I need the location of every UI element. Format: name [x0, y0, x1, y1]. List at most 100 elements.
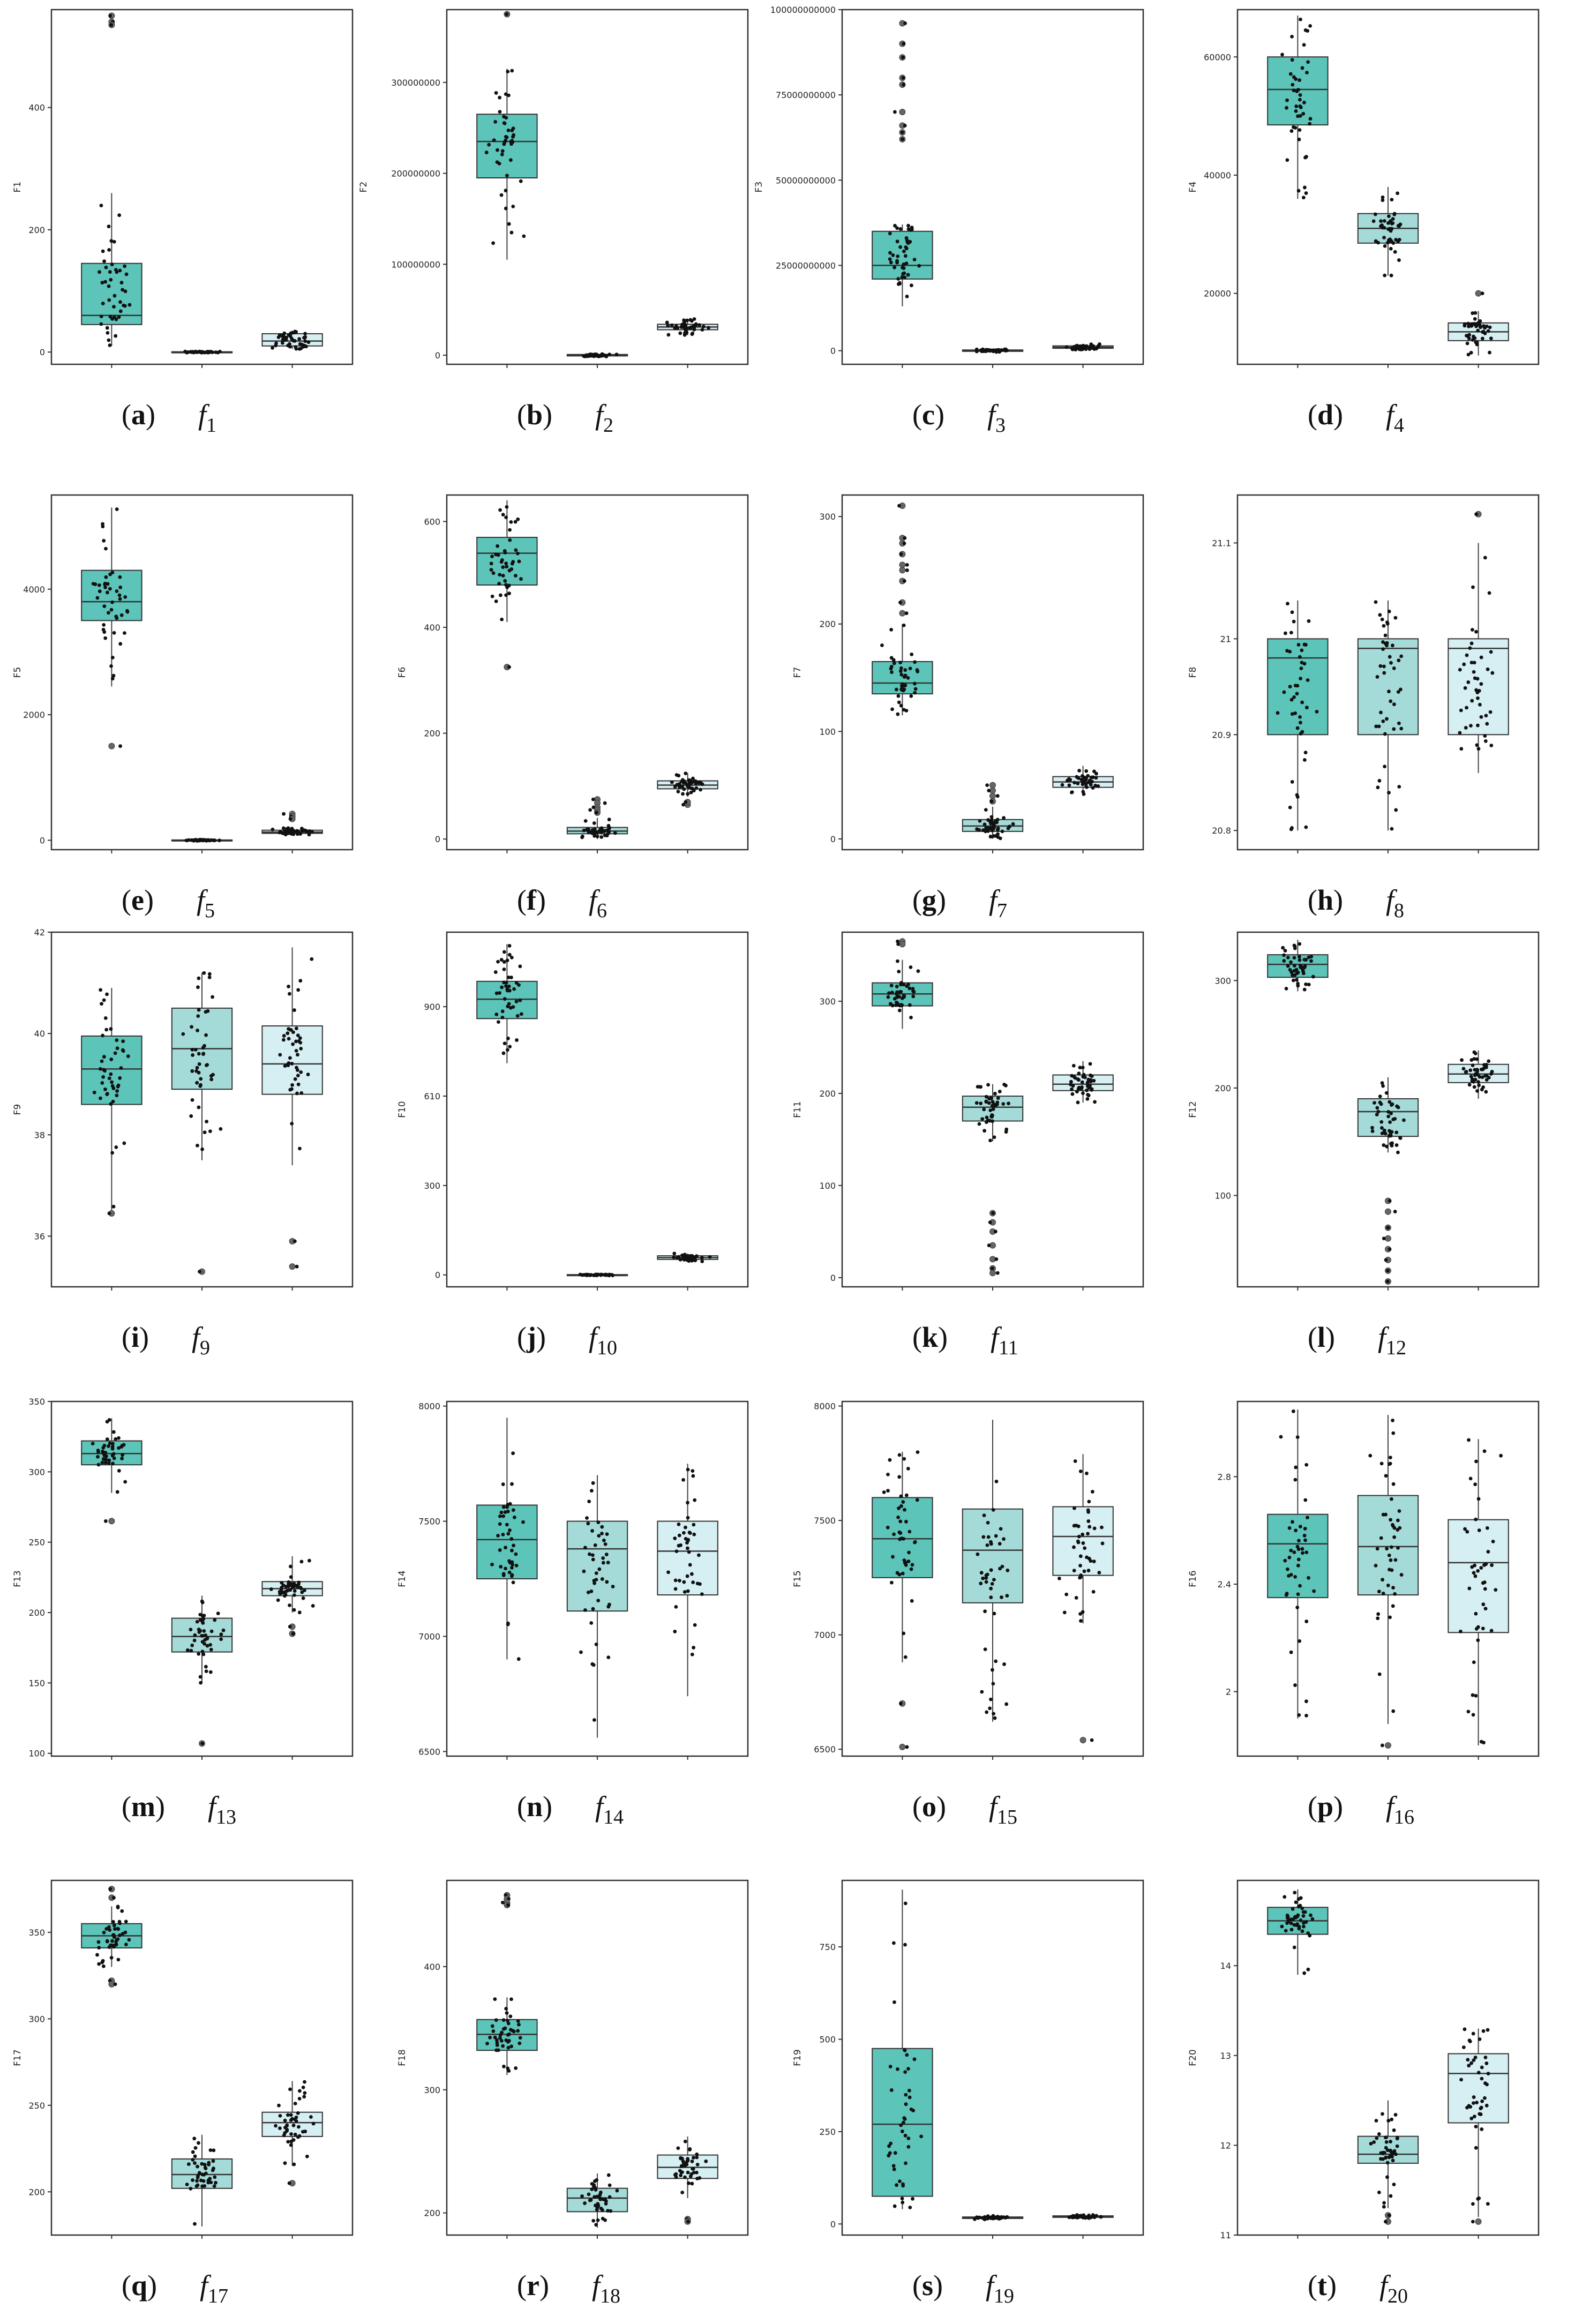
data-point [596, 1599, 601, 1603]
data-point [674, 1549, 679, 1554]
data-point [116, 1958, 121, 1962]
outlier-marker [1385, 1235, 1391, 1242]
data-point [1078, 1554, 1083, 1558]
data-point [201, 1652, 206, 1656]
data-point [994, 1257, 999, 1261]
data-point [1487, 591, 1491, 595]
data-point [299, 347, 303, 350]
data-point [596, 1520, 601, 1524]
data-point [1391, 1418, 1394, 1422]
data-point [1304, 982, 1308, 986]
y-tick-label: 38 [34, 1130, 45, 1140]
data-point [119, 613, 124, 617]
data-point [1395, 2144, 1399, 2148]
data-point [594, 2188, 598, 2192]
data-point [113, 1051, 117, 1055]
data-point [505, 2011, 509, 2015]
data-point [1391, 1709, 1396, 1713]
data-point [289, 1581, 293, 1586]
data-point [1079, 1086, 1084, 1091]
data-point [1466, 334, 1470, 338]
data-point [1466, 353, 1471, 357]
box-series-3 [657, 1464, 718, 1697]
data-point [1371, 219, 1376, 223]
data-point [992, 1611, 996, 1616]
data-point [512, 1543, 515, 1548]
data-point [887, 991, 891, 995]
data-point [1079, 344, 1083, 348]
data-point [490, 1562, 494, 1566]
data-point [1382, 236, 1386, 239]
data-point [912, 989, 916, 994]
data-point [1392, 212, 1397, 216]
data-point [986, 1083, 990, 1087]
data-point [1392, 702, 1396, 707]
data-point [1383, 273, 1387, 278]
data-point [515, 551, 520, 556]
data-point [499, 1565, 503, 1569]
data-point [1381, 195, 1385, 199]
data-point [591, 1557, 595, 1562]
data-point [193, 2161, 197, 2165]
data-point [685, 331, 689, 335]
data-point [1474, 2125, 1478, 2128]
data-point [599, 835, 604, 839]
data-point [278, 2126, 282, 2131]
data-point [118, 1076, 122, 1080]
data-point [1298, 78, 1302, 82]
data-point [1085, 1555, 1089, 1560]
data-point [1474, 340, 1479, 344]
data-point [976, 1552, 980, 1556]
data-point [508, 1045, 512, 1049]
data-point [682, 1531, 686, 1535]
data-point [691, 1580, 695, 1584]
data-point [1397, 224, 1401, 228]
data-point [496, 148, 499, 152]
data-point [301, 2085, 305, 2089]
data-point [1285, 98, 1289, 102]
data-point [1484, 2061, 1489, 2065]
data-point [1099, 2215, 1103, 2219]
data-point [1383, 633, 1388, 638]
data-point [292, 1589, 297, 1593]
data-point [287, 1027, 290, 1031]
data-point [982, 1107, 986, 1112]
data-point [896, 959, 899, 963]
data-point [1292, 1550, 1296, 1554]
data-point [979, 1101, 983, 1105]
data-point [695, 2177, 699, 2180]
data-point [102, 604, 107, 609]
data-point [1394, 1143, 1399, 1147]
data-point [1381, 198, 1385, 203]
data-point [688, 782, 693, 786]
data-point [280, 341, 284, 345]
data-point [1011, 822, 1015, 826]
data-point [508, 538, 512, 542]
data-point [507, 1570, 512, 1575]
data-point [1372, 1101, 1376, 1105]
box-series-2 [1357, 600, 1419, 831]
data-point [1002, 1082, 1007, 1086]
data-point [201, 1617, 206, 1621]
data-point [110, 1939, 114, 1943]
data-point [890, 707, 894, 711]
data-point [596, 2218, 600, 2222]
y-tick-label: 7000 [418, 1631, 440, 1641]
data-point [1499, 1453, 1503, 1458]
y-tick-label: 300 [28, 1467, 45, 1477]
data-point [590, 1529, 594, 1533]
data-point [686, 792, 690, 796]
data-point [1298, 114, 1302, 118]
data-point [901, 1571, 905, 1576]
data-point [506, 1903, 510, 1907]
data-point [296, 2111, 300, 2115]
data-point [124, 1943, 128, 1946]
data-point [1289, 970, 1294, 974]
box-series-3 [1448, 2027, 1509, 2225]
data-point [912, 2057, 917, 2061]
data-point [1391, 643, 1394, 648]
data-point [1091, 1590, 1096, 1594]
data-point [1293, 1683, 1297, 1687]
data-point [916, 1450, 920, 1455]
